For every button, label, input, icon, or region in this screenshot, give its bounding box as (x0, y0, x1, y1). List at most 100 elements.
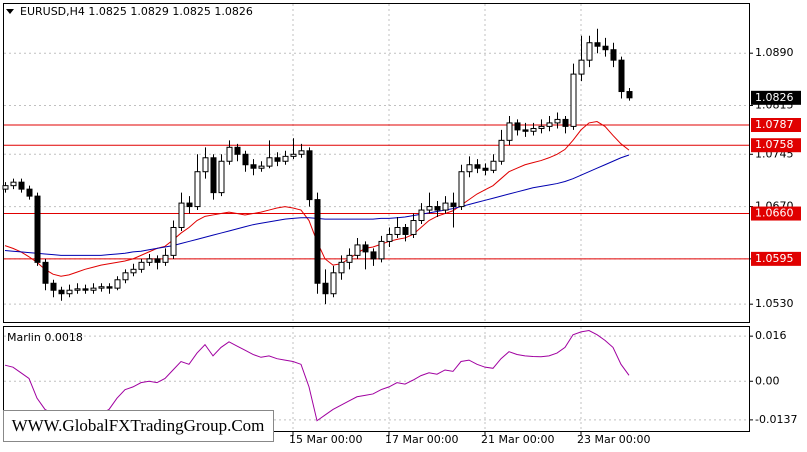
menu-triangle (6, 9, 14, 14)
candle-body (282, 155, 289, 162)
candle-body (266, 157, 273, 167)
candle-body (474, 164, 481, 169)
indicator-line (4, 329, 630, 422)
x-tick-label: 17 Mar 00:00 (385, 433, 458, 446)
watermark: WWW.GlobalFXTradingGroup.Com (12, 416, 265, 435)
candle-body (554, 118, 561, 124)
candle-body (162, 254, 169, 263)
candle-body (10, 181, 17, 187)
candle-body (586, 42, 593, 61)
candle-body (458, 171, 465, 208)
x-tick-label: 21 Mar 00:00 (481, 433, 554, 446)
candle-body (314, 199, 321, 284)
candle-body (202, 157, 209, 173)
indicator-panel (3, 326, 750, 432)
candle-body (346, 254, 353, 263)
candle-body (538, 125, 545, 129)
level-box (751, 118, 801, 133)
candle-body (18, 181, 25, 190)
candle-body (234, 146, 241, 155)
candle-body (82, 288, 89, 291)
candle-body (434, 206, 441, 211)
candle-body (602, 45, 609, 51)
y-tick-label: 1.0890 (755, 46, 794, 59)
candle-body (322, 282, 329, 295)
candle-body (42, 261, 49, 284)
watermark-box (3, 410, 274, 442)
candle-body (154, 258, 161, 263)
candle-body (490, 160, 497, 171)
candle-body (170, 226, 177, 256)
candle-body (178, 202, 185, 228)
y-tick-label: 0.016 (755, 329, 787, 342)
candle-body (482, 167, 489, 171)
candle-body (546, 122, 553, 127)
main-panel (3, 3, 750, 323)
candle-body (66, 289, 73, 295)
candle-body (210, 157, 217, 194)
candle-body (626, 91, 633, 99)
candle-body (618, 59, 625, 93)
level-label: 1.0660 (755, 207, 794, 220)
candle-body (610, 49, 617, 61)
candle-body (442, 202, 449, 211)
candle-body (330, 272, 337, 295)
chart-title: EURUSD,H4 1.0825 1.0829 1.0825 1.0826 (20, 5, 253, 18)
candle-body (34, 195, 41, 263)
candle-body (450, 202, 457, 208)
candle-body (394, 226, 401, 235)
candle-body (562, 118, 569, 127)
candle-body (410, 220, 417, 235)
candle-body (74, 288, 81, 291)
candle-body (498, 139, 505, 162)
level-box (751, 206, 801, 221)
y-tick-label: -0.0137 (755, 413, 797, 426)
candle-body (370, 251, 377, 260)
candle-body (306, 150, 313, 201)
candle-body (122, 272, 129, 281)
candle-body (386, 233, 393, 242)
candle-body (258, 165, 265, 169)
candle-body (378, 240, 385, 260)
candle-body (26, 188, 33, 197)
candle-body (402, 226, 409, 235)
candle-body (58, 289, 65, 295)
candle-body (514, 122, 521, 131)
candle-body (194, 171, 201, 208)
candle-body (242, 153, 249, 166)
candle-body (466, 164, 473, 173)
candle-body (106, 286, 113, 289)
candle-body (338, 261, 345, 274)
candle-body (578, 59, 585, 75)
candle-body (298, 150, 305, 155)
y-tick-label: 0.00 (755, 374, 780, 387)
candle-body (226, 146, 233, 162)
candle-body (90, 287, 97, 291)
candle-body (274, 157, 281, 162)
y-tick-label: 1.0530 (755, 297, 794, 310)
indicator-title: Marlin 0.0018 (7, 331, 83, 344)
candle-body (506, 122, 513, 141)
candle-body (570, 73, 577, 127)
level-box (751, 251, 801, 266)
candle-body (146, 258, 153, 263)
last-price-box (751, 90, 801, 105)
x-tick-label: 15 Mar 00:00 (289, 433, 362, 446)
candle-body (594, 42, 601, 47)
level-box (751, 138, 801, 153)
candle-body (2, 185, 9, 190)
x-tick-label: 23 Mar 00:00 (577, 433, 650, 446)
candle-body (130, 268, 137, 274)
candle-body (290, 153, 297, 157)
candle-body (250, 164, 257, 169)
level-label: 1.0787 (755, 118, 794, 131)
level-label: 1.0595 (755, 252, 794, 265)
last-price-label: 1.0826 (755, 91, 794, 104)
candle-body (138, 261, 145, 270)
candle-body (354, 244, 361, 256)
candle-body (218, 160, 225, 194)
candle-body (362, 244, 369, 253)
